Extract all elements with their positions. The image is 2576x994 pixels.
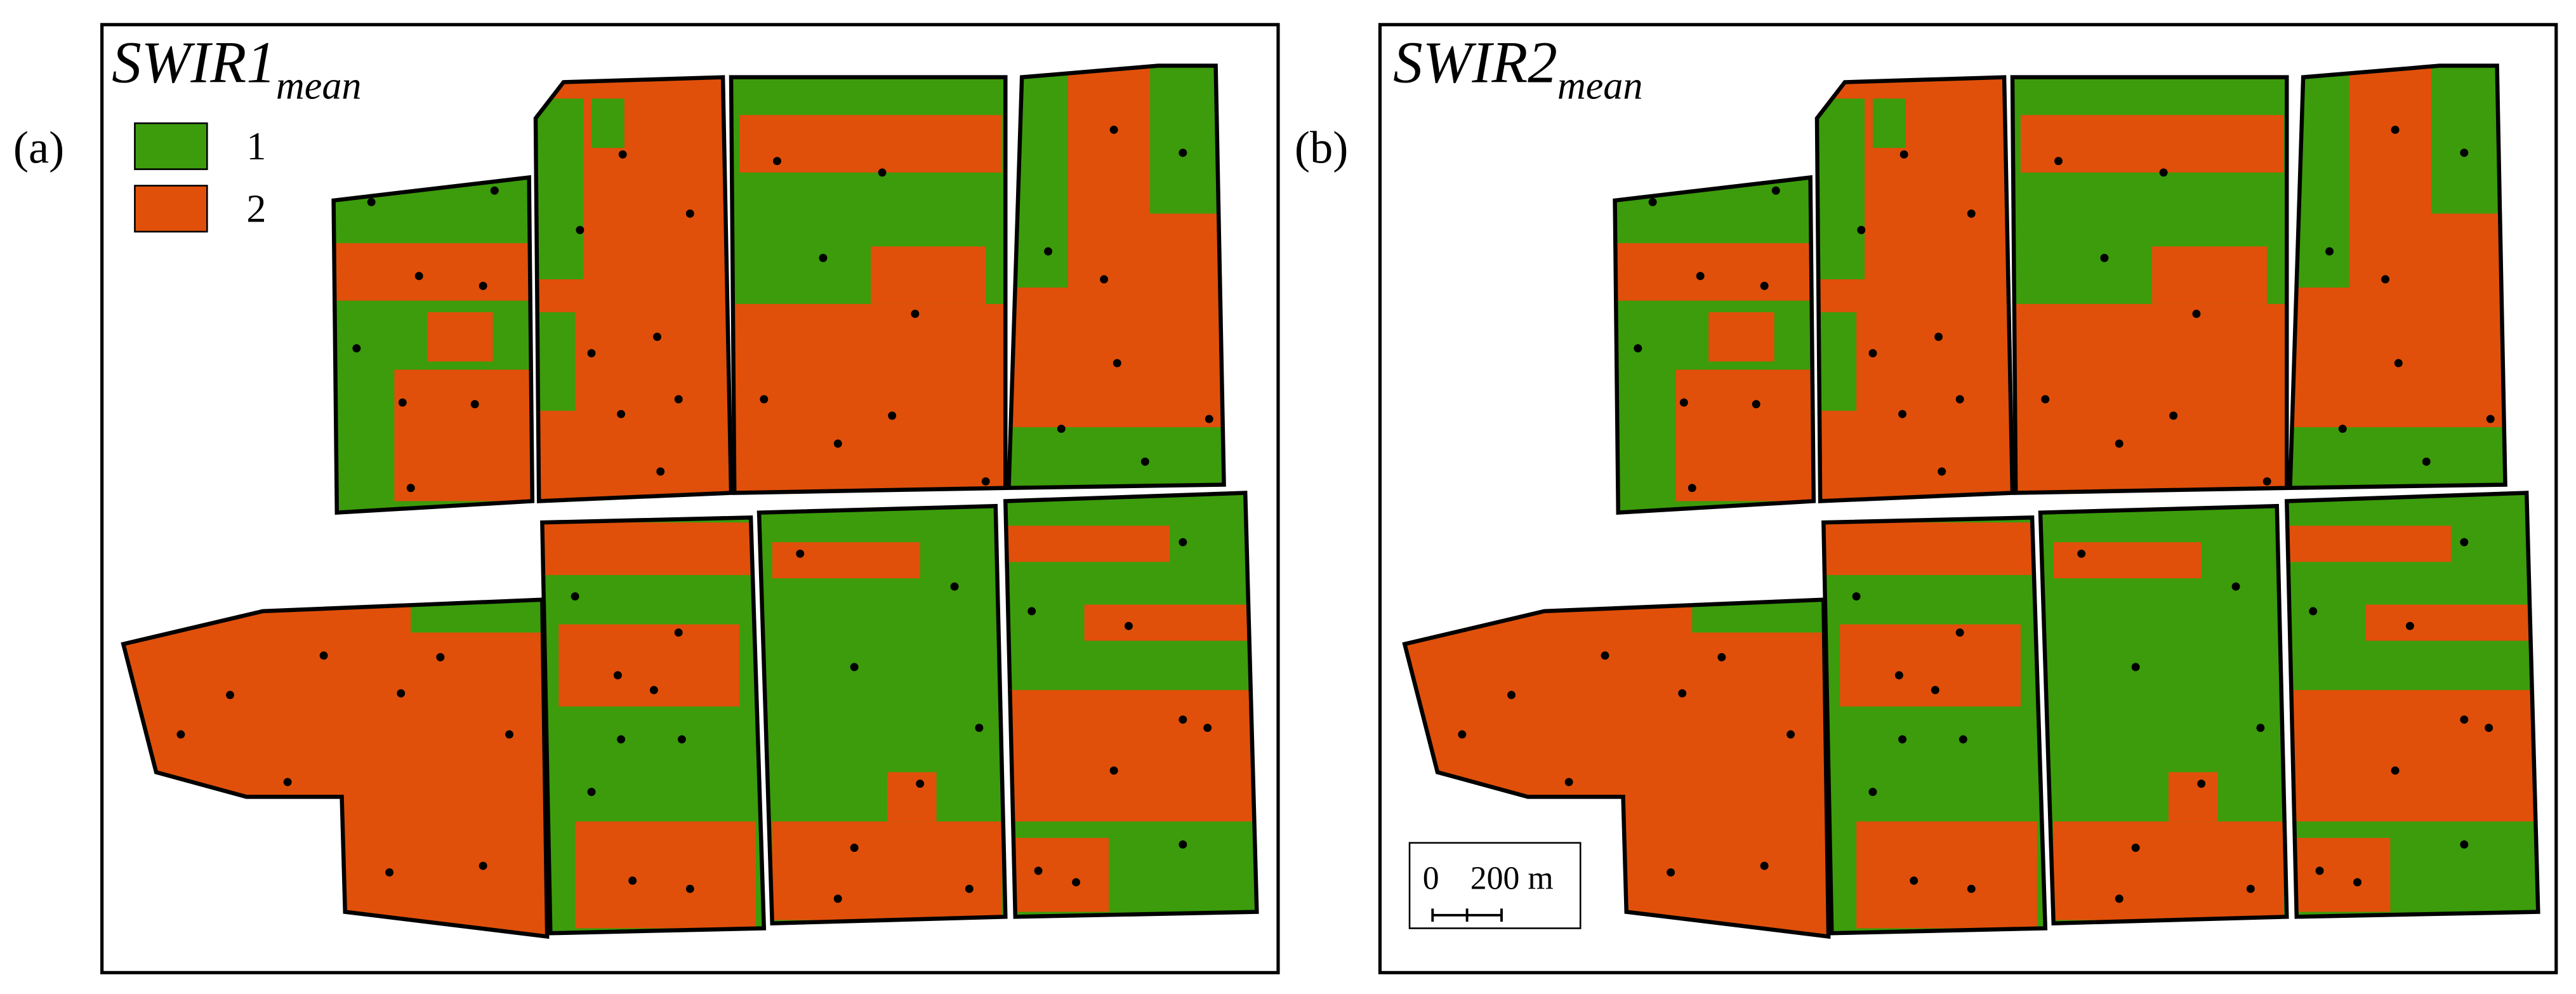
legend-label: 1 — [246, 125, 266, 168]
legend-swatch — [134, 185, 208, 233]
panel-label: (a) — [13, 121, 64, 173]
legend-swatch — [134, 122, 208, 170]
scale-label: 0 — [1423, 860, 1439, 896]
scale-label: 200 m — [1470, 860, 1554, 896]
title-main: SWIR2 — [1393, 30, 1557, 95]
field-map — [115, 58, 1265, 953]
title-subscript: mean — [276, 64, 362, 107]
legend-label: 2 — [246, 187, 266, 230]
panel-frame — [100, 23, 1280, 974]
panel-title: SWIR2mean — [1393, 30, 1642, 107]
title-main: SWIR1 — [112, 30, 276, 95]
field-map — [1396, 58, 2546, 953]
panel-title: SWIR1mean — [112, 30, 361, 107]
title-subscript: mean — [1557, 64, 1643, 107]
panel-label: (b) — [1295, 121, 1349, 173]
panel-frame — [1378, 23, 2558, 974]
scale-bar — [1431, 908, 1503, 922]
